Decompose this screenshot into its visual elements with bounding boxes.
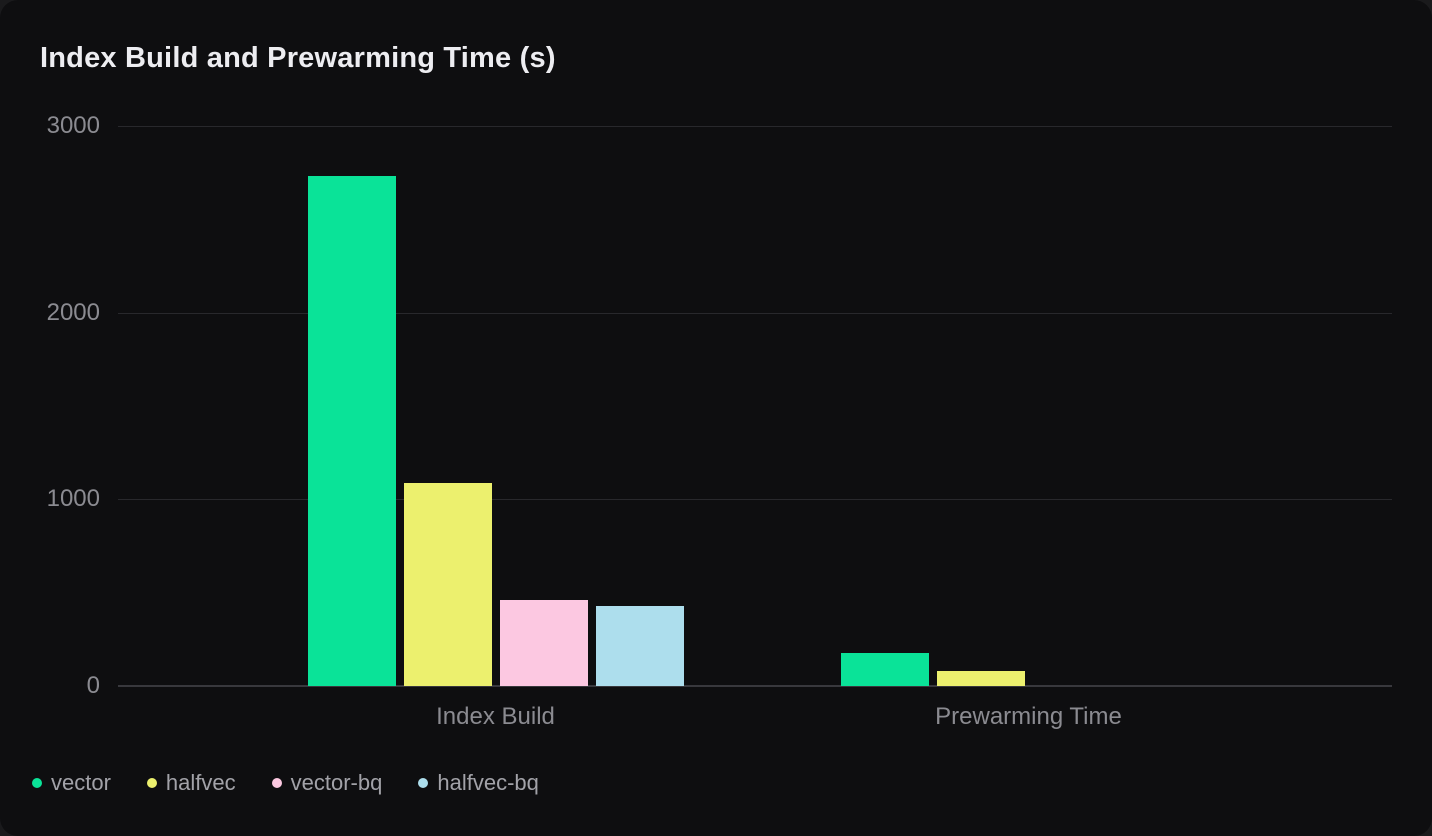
legend-item-halfvec-bq[interactable]: halfvec-bq bbox=[418, 769, 539, 797]
legend-item-vector[interactable]: vector bbox=[32, 769, 111, 797]
legend-item-vector-bq[interactable]: vector-bq bbox=[271, 769, 383, 797]
bar-vector-0[interactable] bbox=[307, 176, 396, 686]
legend-label: halfvec bbox=[165, 770, 236, 795]
bar-vector-bq-0[interactable] bbox=[499, 600, 588, 686]
y-tick-label: 2000 bbox=[46, 298, 100, 326]
gridline bbox=[118, 126, 1392, 127]
x-axis-line bbox=[118, 685, 1392, 687]
category-label: Index Build bbox=[436, 703, 555, 730]
y-tick-label: 3000 bbox=[46, 112, 100, 139]
bar-halfvec-bq-0[interactable] bbox=[595, 605, 684, 686]
legend-dot-icon bbox=[32, 778, 42, 788]
chart-title: Index Build and Prewarming Time (s) bbox=[40, 42, 556, 74]
category-label: Prewarming Time bbox=[935, 703, 1122, 730]
bar-halfvec-0[interactable] bbox=[403, 482, 492, 686]
legend-dot-icon bbox=[418, 778, 429, 788]
y-tick-label: 0 bbox=[86, 672, 100, 699]
legend-item-halfvec[interactable]: halfvec bbox=[146, 769, 236, 797]
legend: vector halfvec vector-bq halfvec-bq bbox=[32, 769, 539, 797]
gridline bbox=[118, 499, 1392, 501]
legend-dot-icon bbox=[271, 778, 282, 788]
bar-vector-1[interactable] bbox=[840, 653, 929, 686]
legend-label: vector-bq bbox=[290, 770, 383, 795]
bar-halfvec-1[interactable] bbox=[936, 671, 1025, 686]
legend-label: vector bbox=[51, 770, 111, 795]
gridline bbox=[118, 312, 1392, 314]
legend-label: halfvec-bq bbox=[437, 770, 539, 795]
legend-dot-icon bbox=[146, 778, 157, 788]
y-tick-label: 1000 bbox=[46, 485, 100, 513]
